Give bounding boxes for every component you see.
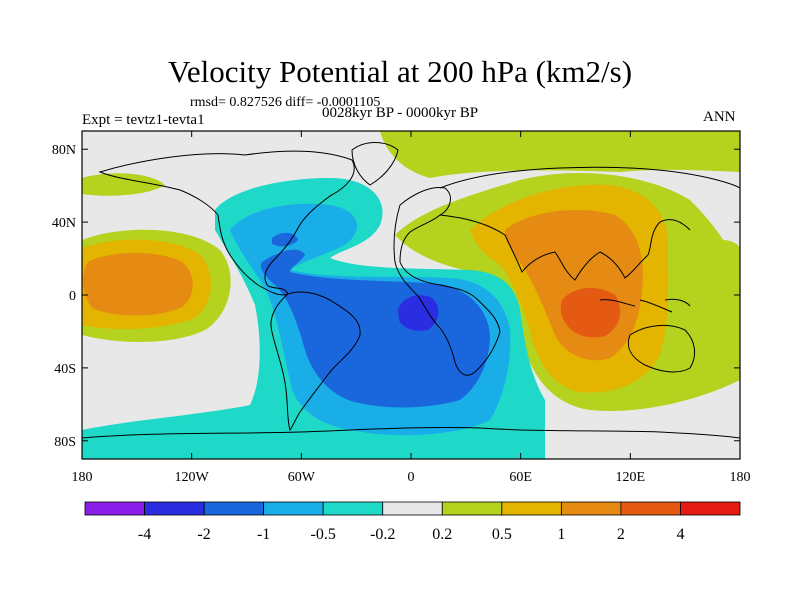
- axis-ticks: 180 120W 60W 0 60E 120E 180 80N 40N 0 40S 80S: [52, 131, 751, 485]
- colorbar-swatch: [560, 501, 622, 516]
- lon-tick-label: 180: [72, 470, 93, 485]
- coast-africa-europe: [393, 186, 501, 376]
- lat-tick-label: 40S: [54, 362, 76, 377]
- coast-antarctica: [82, 426, 740, 439]
- coast-australia: [627, 324, 696, 373]
- lon-tick-label: 60W: [288, 470, 316, 485]
- positive-field-north-atlantic: [82, 173, 165, 196]
- colorbar-swatch: [144, 501, 205, 516]
- lon-tick-label: 120E: [616, 470, 646, 485]
- positive-field-asia-4: [560, 288, 621, 338]
- coast-greenland: [351, 142, 399, 186]
- period-label: 0028kyr BP - 0000kyr BP: [322, 105, 479, 121]
- coast-eurasia: [439, 166, 740, 281]
- colorbar-label: -2: [197, 526, 210, 543]
- lat-tick-label: 40N: [52, 216, 76, 231]
- positive-field-pacific-3: [83, 253, 193, 316]
- colorbar-label: -0.2: [370, 526, 395, 543]
- coast-south-america: [270, 291, 361, 431]
- colorbar-swatch: [203, 501, 265, 516]
- negative-field-north-america: [272, 232, 298, 247]
- positive-field-arctic: [380, 131, 740, 178]
- colorbar-swatch: [84, 501, 145, 516]
- colorbar-swatch: [382, 501, 443, 516]
- rmsd-diff-stats: rmsd= 0.827526 diff= -0.0001105: [190, 95, 381, 110]
- colorbar-label: 4: [676, 526, 684, 543]
- colorbar-swatch: [441, 501, 503, 516]
- season-label: ANN: [703, 109, 736, 125]
- positive-field-east-pacific: [688, 239, 740, 347]
- lon-tick-label: 120W: [175, 470, 210, 485]
- colorbar-label: 1: [557, 526, 565, 543]
- lon-tick-label: 180: [730, 470, 751, 485]
- colorbar-swatch: [322, 501, 384, 516]
- negative-field-inner: [260, 249, 490, 408]
- coast-indonesia: [599, 298, 691, 313]
- lon-tick-label: 0: [408, 470, 415, 485]
- experiment-label: Expt = tevtz1-tevta1: [82, 112, 205, 128]
- coastlines: [82, 142, 740, 439]
- colorbar-label: -4: [138, 526, 151, 543]
- colorbar-swatch: [501, 501, 562, 516]
- lat-tick-label: 80S: [54, 435, 76, 450]
- lat-tick-label: 80N: [52, 143, 76, 158]
- colorbar-swatch: [680, 501, 741, 516]
- lon-tick-label: 60E: [509, 470, 532, 485]
- colorbar-label: -0.5: [311, 526, 336, 543]
- colorbar-label: 2: [617, 526, 625, 543]
- negative-field-core: [398, 295, 439, 331]
- lat-tick-label: 0: [69, 289, 76, 304]
- colorbar-label: -1: [257, 526, 270, 543]
- contour-fields: [82, 131, 740, 459]
- colorbar-swatch: [620, 501, 681, 516]
- colorbar-label: 0.2: [432, 526, 452, 543]
- colorbar-label: 0.5: [492, 526, 512, 543]
- colorbar: -4 -2 -1 -0.5 -0.2 0.2 0.5 1 2 4: [84, 501, 741, 543]
- coast-north-america: [98, 150, 355, 296]
- map-title: Velocity Potential at 200 hPa (km2/s): [167, 54, 633, 89]
- colorbar-swatch: [263, 501, 324, 516]
